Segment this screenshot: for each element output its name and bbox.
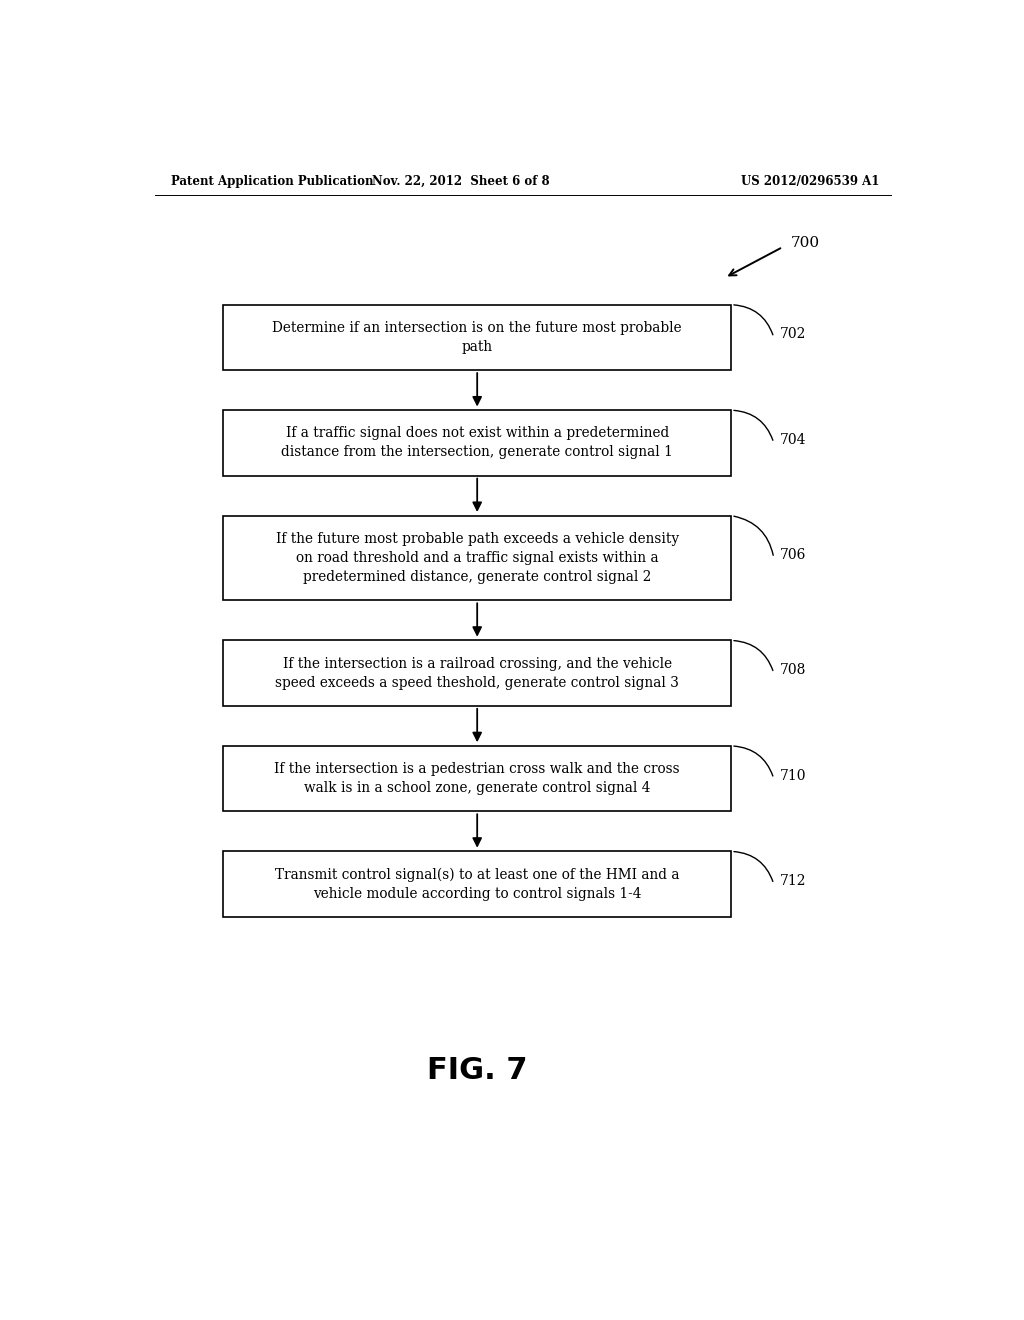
Text: FIG. 7: FIG. 7: [427, 1056, 527, 1085]
Text: If the future most probable path exceeds a vehicle density
on road threshold and: If the future most probable path exceeds…: [275, 532, 679, 583]
Bar: [223, 411, 731, 475]
Bar: [223, 640, 731, 706]
Text: 708: 708: [780, 663, 806, 677]
Text: 702: 702: [780, 327, 806, 342]
Text: If the intersection is a pedestrian cross walk and the cross
walk is in a school: If the intersection is a pedestrian cros…: [274, 762, 680, 795]
Bar: [223, 516, 731, 601]
Bar: [223, 746, 731, 812]
Text: If the intersection is a railroad crossing, and the vehicle
speed exceeds a spee: If the intersection is a railroad crossi…: [275, 656, 679, 689]
Text: US 2012/0296539 A1: US 2012/0296539 A1: [741, 176, 880, 187]
Text: 700: 700: [791, 236, 820, 249]
Text: Nov. 22, 2012  Sheet 6 of 8: Nov. 22, 2012 Sheet 6 of 8: [373, 176, 550, 187]
Text: 704: 704: [780, 433, 807, 447]
Text: 706: 706: [780, 548, 806, 562]
Text: 710: 710: [780, 768, 807, 783]
Bar: [223, 305, 731, 370]
Text: Patent Application Publication: Patent Application Publication: [171, 176, 373, 187]
Text: 712: 712: [780, 874, 807, 888]
Text: Transmit control signal(s) to at least one of the HMI and a
vehicle module accor: Transmit control signal(s) to at least o…: [274, 867, 680, 900]
Text: Determine if an intersection is on the future most probable
path: Determine if an intersection is on the f…: [272, 321, 682, 354]
Bar: [223, 851, 731, 917]
Text: If a traffic signal does not exist within a predetermined
distance from the inte: If a traffic signal does not exist withi…: [282, 426, 673, 459]
